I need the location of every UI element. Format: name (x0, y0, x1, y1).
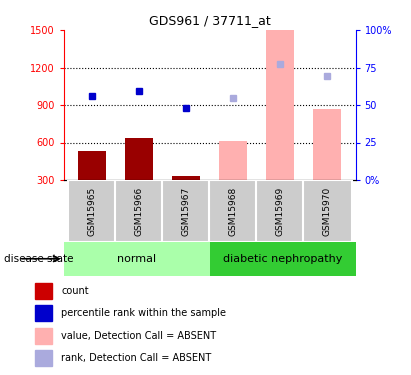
Bar (219, 141, 247, 180)
Text: GSM15965: GSM15965 (88, 186, 97, 236)
Bar (64, 242, 210, 276)
Bar (115, 180, 163, 242)
Text: normal: normal (117, 254, 156, 264)
Bar (35, 327, 52, 344)
Bar (172, 176, 200, 180)
Text: GSM15967: GSM15967 (182, 186, 191, 236)
Bar (125, 138, 153, 180)
Text: GSM15966: GSM15966 (134, 186, 143, 236)
Text: diabetic nephropathy: diabetic nephropathy (223, 254, 342, 264)
Text: count: count (61, 286, 89, 296)
Text: GSM15970: GSM15970 (323, 186, 332, 236)
Text: percentile rank within the sample: percentile rank within the sample (61, 308, 226, 318)
Text: GSM15968: GSM15968 (229, 186, 238, 236)
Bar (266, 30, 294, 180)
Text: value, Detection Call = ABSENT: value, Detection Call = ABSENT (61, 331, 216, 340)
Bar (210, 242, 356, 276)
Text: disease state: disease state (4, 254, 74, 264)
Bar (209, 180, 257, 242)
Bar (35, 282, 52, 299)
Bar (78, 151, 106, 180)
Bar (256, 180, 305, 242)
Text: GSM15969: GSM15969 (276, 186, 285, 236)
Bar (35, 305, 52, 321)
Bar (313, 109, 342, 180)
Bar (162, 180, 210, 242)
Bar (303, 180, 351, 242)
Title: GDS961 / 37711_at: GDS961 / 37711_at (149, 15, 270, 27)
Bar (35, 350, 52, 366)
Text: rank, Detection Call = ABSENT: rank, Detection Call = ABSENT (61, 353, 212, 363)
Bar (68, 180, 116, 242)
